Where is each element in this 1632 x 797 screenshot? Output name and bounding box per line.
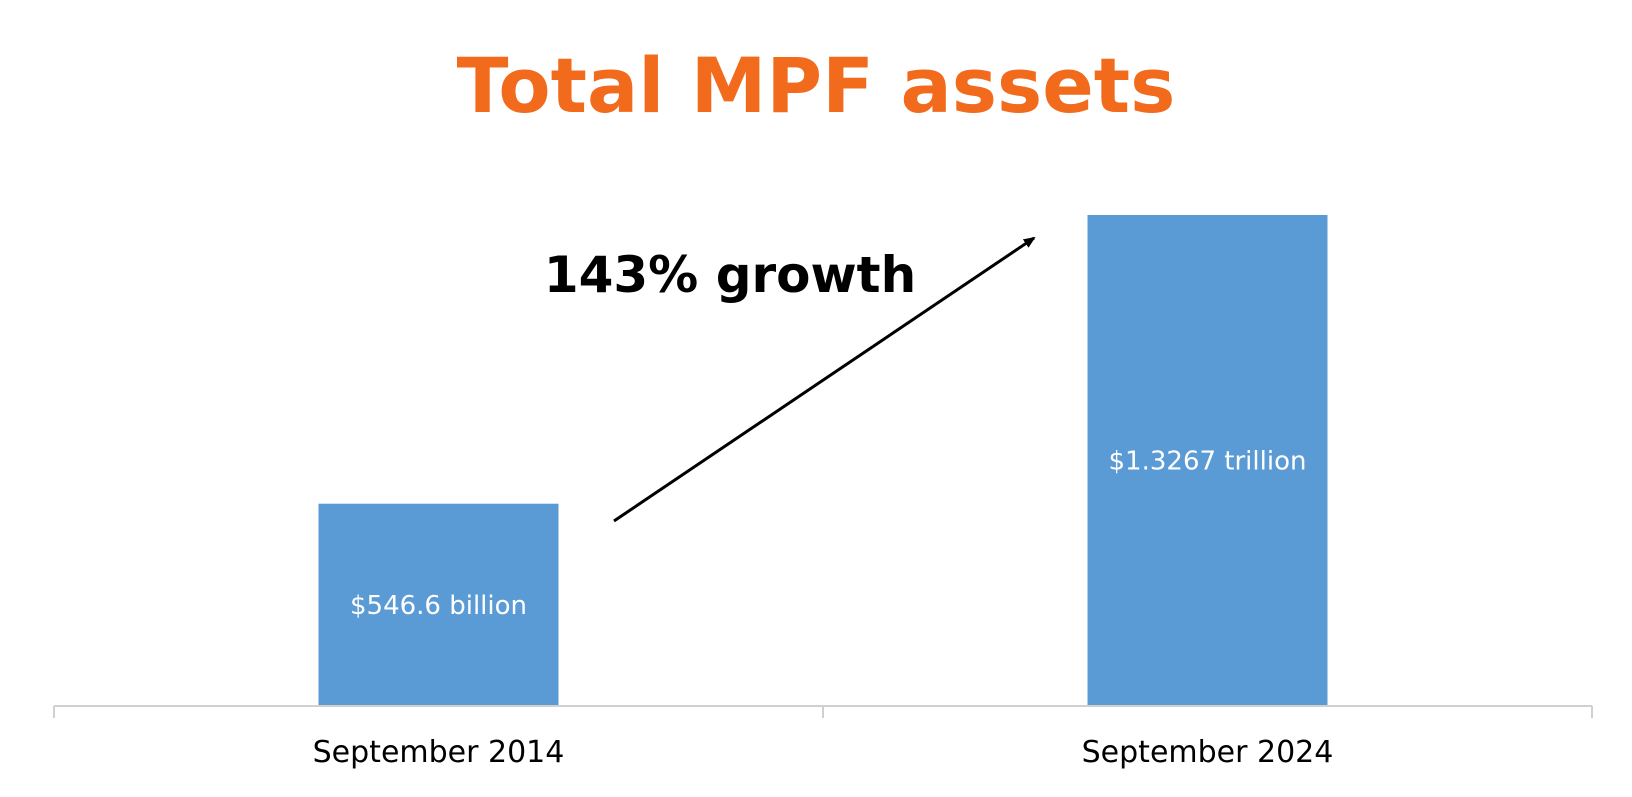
x-axis-tick-labels: September 2014 September 2024: [313, 735, 1334, 770]
bar-0: [318, 503, 559, 706]
data-labels-group: $546.6 billion $1.3267 trillion: [350, 447, 1306, 621]
data-label-0: $546.6 billion: [350, 591, 527, 621]
x-tick-label-0: September 2014: [313, 735, 565, 770]
bar-1: [1087, 215, 1328, 706]
growth-annotation: 143% growth: [544, 246, 916, 304]
bars-group: [318, 215, 1328, 706]
growth-arrow: [613, 236, 1036, 523]
data-label-1: $1.3267 trillion: [1109, 447, 1307, 477]
x-tick-label-1: September 2024: [1082, 735, 1334, 770]
chart-title: Total MPF assets: [457, 41, 1176, 130]
x-axis-ticks: [53, 706, 1593, 718]
